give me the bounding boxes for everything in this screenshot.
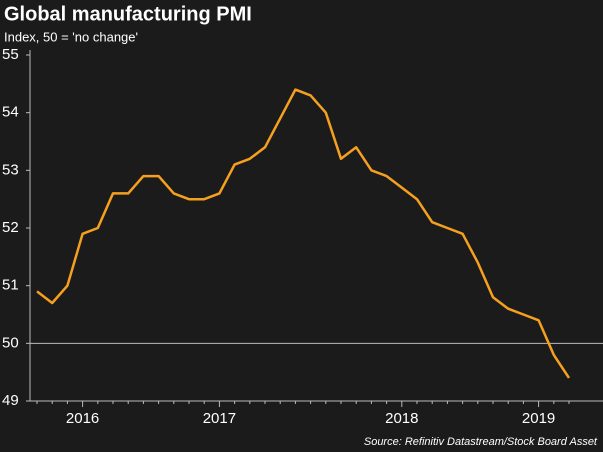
source: Source: Refinitiv Datastream/Stock Board… (364, 436, 598, 448)
chart-title: Global manufacturing PMI (4, 3, 252, 25)
y-tick-label: 54 (2, 104, 19, 121)
y-tick-label: 51 (2, 277, 19, 294)
x-tick-label: 2019 (522, 410, 555, 427)
y-tick-label: 53 (2, 161, 19, 178)
chart-subtitle: Index, 50 = 'no change' (4, 29, 138, 44)
y-tick-label: 49 (2, 392, 19, 409)
y-tick-label: 50 (2, 334, 19, 351)
y-tick-label: 52 (2, 219, 19, 236)
x-tick-label: 2016 (66, 410, 99, 427)
x-tick-label: 2017 (203, 410, 236, 427)
data-line (36, 88, 571, 379)
y-tick-label: 55 (2, 46, 19, 63)
x-tick-label: 2018 (385, 410, 418, 427)
